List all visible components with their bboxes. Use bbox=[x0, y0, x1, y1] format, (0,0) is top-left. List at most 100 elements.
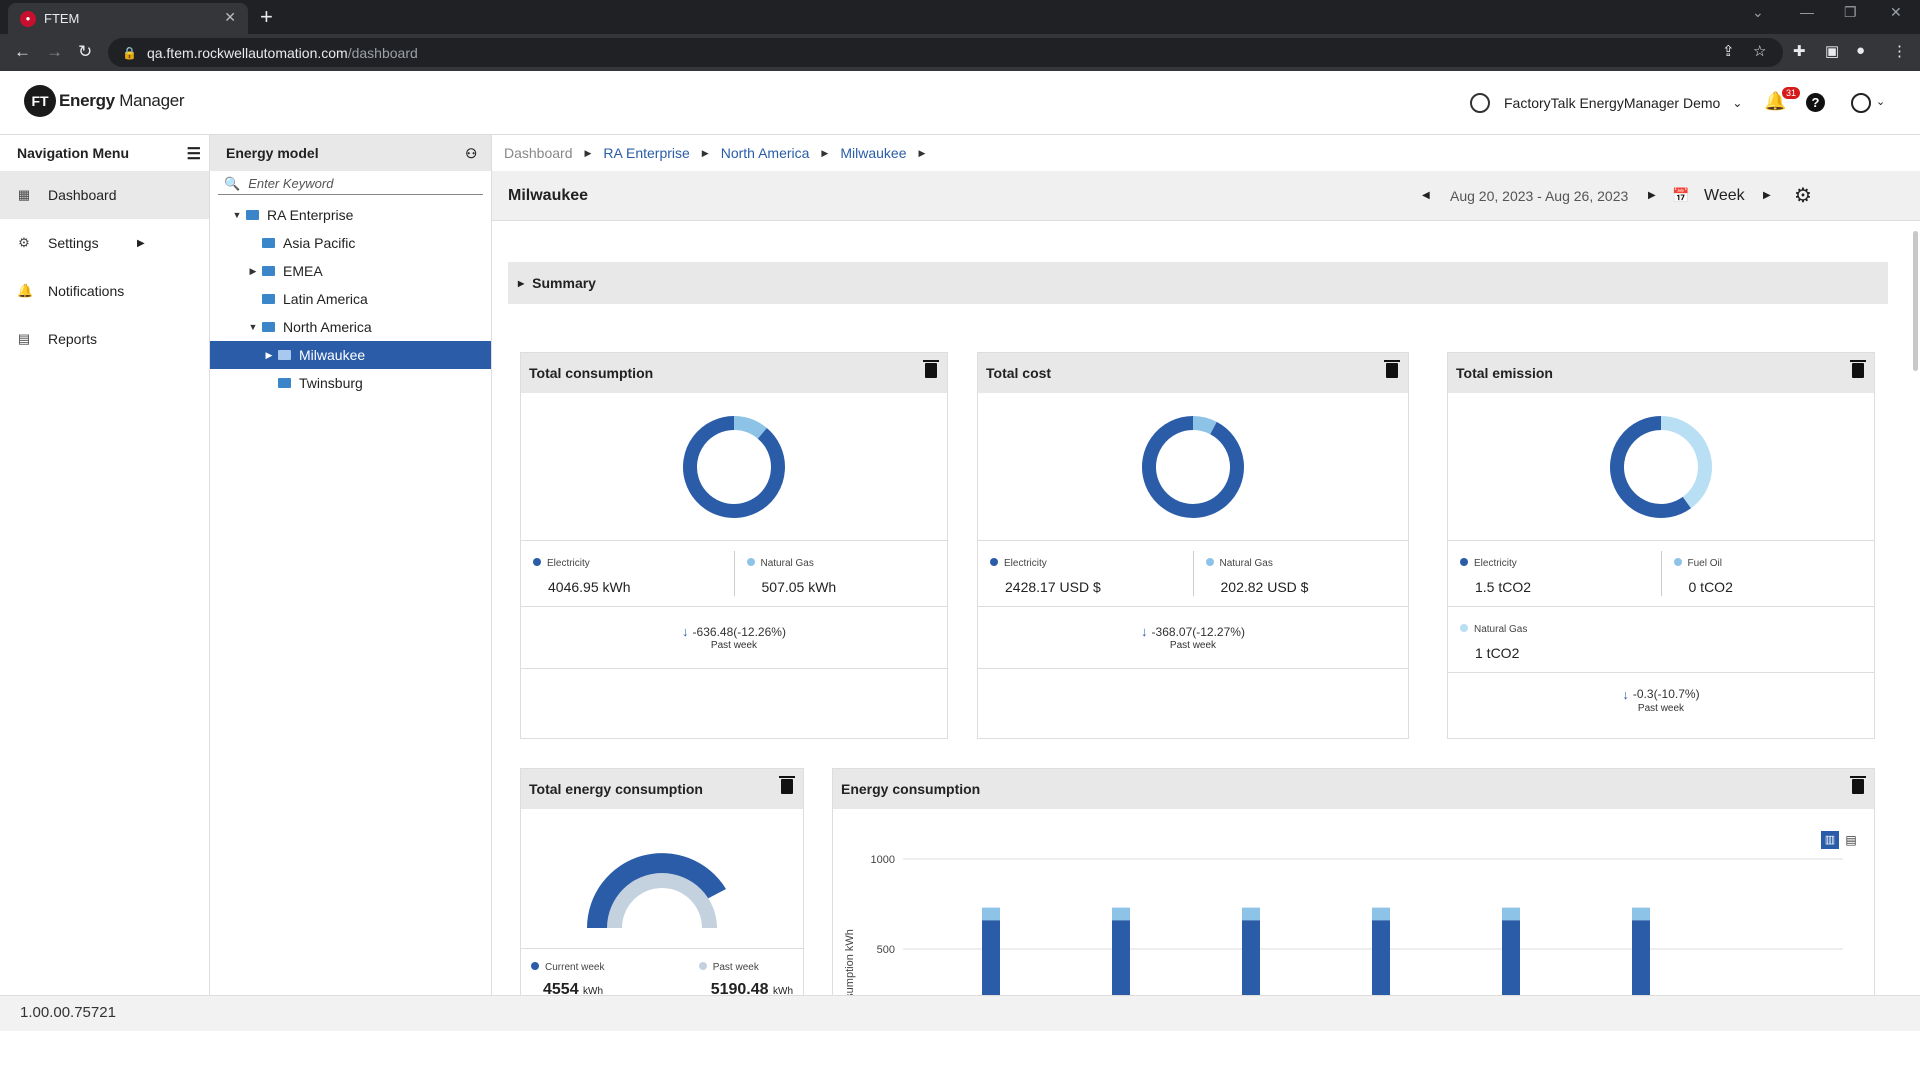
bar-chart-view-icon[interactable]: ▥ bbox=[1821, 831, 1839, 849]
past-value-unit: kWh bbox=[773, 986, 793, 997]
nav-item-reports[interactable]: ▤ Reports bbox=[0, 315, 209, 363]
search-input[interactable]: 🔍 Enter Keyword bbox=[218, 173, 483, 195]
tree-node-milwaukee[interactable]: ▶ Milwaukee bbox=[210, 341, 491, 369]
bar-segment[interactable] bbox=[982, 920, 1000, 998]
gauge-legend-current: Current week 4554 kWh bbox=[531, 957, 604, 999]
legend-value: 1.5 tCO2 bbox=[1475, 579, 1532, 595]
browser-tab[interactable]: ● FTEM ✕ bbox=[8, 3, 248, 34]
bar-segment[interactable] bbox=[1502, 907, 1520, 921]
legend-row: Natural Gas 1 tCO2 bbox=[1448, 607, 1874, 673]
tree-node-twinsburg[interactable]: Twinsburg bbox=[210, 369, 491, 397]
legend-name: Fuel Oil bbox=[1687, 558, 1722, 569]
expand-arrow-icon: ▶ bbox=[137, 237, 145, 249]
trash-icon[interactable] bbox=[923, 360, 939, 378]
browser-menu-icon[interactable]: ⋮ bbox=[1892, 43, 1907, 60]
side-panel-icon[interactable]: ▣ bbox=[1825, 43, 1840, 60]
legend-natural-gas: Natural Gas 1 tCO2 bbox=[1448, 607, 1874, 672]
breadcrumb-separator-icon[interactable]: ▶ bbox=[918, 147, 926, 158]
donut-slice-electricity[interactable] bbox=[1142, 415, 1244, 518]
next-period-icon[interactable]: ▶ bbox=[1648, 190, 1656, 201]
help-icon[interactable]: ? bbox=[1806, 93, 1825, 112]
bar-segment[interactable] bbox=[982, 907, 1000, 921]
bar-segment[interactable] bbox=[1372, 907, 1390, 921]
legend-dot bbox=[746, 558, 755, 566]
bar-segment[interactable] bbox=[1632, 920, 1650, 998]
close-tab-icon[interactable]: ✕ bbox=[224, 9, 236, 25]
legend-name: Electricity bbox=[1474, 558, 1517, 569]
user-account-icon[interactable] bbox=[1851, 93, 1871, 113]
delta-label: Past week bbox=[710, 640, 758, 651]
dashboard-settings-gear-icon[interactable]: ⚙ bbox=[1794, 185, 1812, 207]
nav-item-dashboard[interactable]: ▦ Dashboard bbox=[0, 171, 209, 219]
minimize-icon[interactable]: — bbox=[1800, 4, 1814, 20]
nav-item-notifications[interactable]: 🔔 Notifications bbox=[0, 267, 209, 315]
caret-right-icon[interactable]: ▶ bbox=[265, 349, 273, 360]
period-selector[interactable]: Week bbox=[1704, 186, 1745, 204]
donut-slice-electricity[interactable] bbox=[683, 415, 785, 518]
hamburger-menu-icon[interactable]: ☰ bbox=[186, 146, 201, 163]
user-menu-chevron-icon[interactable]: ⌄ bbox=[1876, 96, 1886, 108]
reload-icon[interactable]: ↻ bbox=[78, 42, 93, 61]
legend-electricity: Electricity 1.5 tCO2 bbox=[1448, 541, 1661, 606]
nav-item-settings[interactable]: ⚙ Settings ▶ bbox=[0, 219, 209, 267]
address-bar[interactable]: 🔒 qa.ftem.rockwellautomation.com/dashboa… bbox=[108, 38, 1783, 67]
bar-segment[interactable] bbox=[1372, 920, 1390, 998]
bar-segment[interactable] bbox=[1632, 907, 1650, 921]
back-icon[interactable]: ← bbox=[14, 42, 31, 61]
donut-slice-natural-gas[interactable] bbox=[1660, 415, 1712, 508]
bar-segment[interactable] bbox=[1502, 920, 1520, 998]
notifications-bell-icon[interactable]: 🔔 bbox=[1764, 91, 1787, 111]
donut-slice-natural-gas[interactable] bbox=[1192, 415, 1217, 434]
summary-section-toggle[interactable]: ▶ Summary bbox=[508, 262, 1888, 304]
restore-icon[interactable]: ❐ bbox=[1844, 4, 1857, 20]
page-title-bar: Milwaukee ◀ Aug 20, 2023 - Aug 26, 2023 … bbox=[492, 171, 1920, 221]
tree-node-ra-enterprise[interactable]: ▼ RA Enterprise bbox=[210, 201, 491, 229]
legend-name: Past week bbox=[712, 962, 759, 973]
bookmark-star-icon[interactable]: ☆ bbox=[1753, 43, 1767, 60]
hierarchy-icon[interactable]: ⚇ bbox=[465, 146, 477, 161]
legend-row: Electricity 4046.95 kWh Natural Gas 507.… bbox=[521, 541, 947, 607]
trash-icon[interactable] bbox=[1850, 776, 1866, 794]
trash-icon[interactable] bbox=[1384, 360, 1400, 378]
bar-segment[interactable] bbox=[1242, 920, 1260, 998]
date-range[interactable]: Aug 20, 2023 - Aug 26, 2023 bbox=[1450, 187, 1629, 204]
gauge-legend-past: Past week 5190.48 kWh bbox=[698, 957, 793, 999]
tab-search-icon[interactable]: ⌄ bbox=[1752, 4, 1764, 20]
caret-down-icon[interactable]: ▼ bbox=[248, 322, 258, 332]
tenant-selector[interactable]: FactoryTalk EnergyManager Demo ⌄ bbox=[1470, 93, 1742, 113]
folder-icon bbox=[262, 322, 275, 332]
current-week-arc bbox=[587, 853, 726, 928]
caret-right-icon[interactable]: ▶ bbox=[249, 265, 257, 276]
breadcrumb-north-america[interactable]: North America bbox=[720, 145, 810, 161]
tree-node-north-america[interactable]: ▼ North America bbox=[210, 313, 491, 341]
app-logo[interactable]: FT Energy Manager bbox=[24, 85, 185, 117]
bar-segment[interactable] bbox=[1242, 907, 1260, 921]
breadcrumb-dashboard[interactable]: Dashboard bbox=[504, 145, 573, 161]
trash-icon[interactable] bbox=[779, 776, 795, 794]
tree-node-label: Twinsburg bbox=[299, 375, 363, 391]
breadcrumb-ra-enterprise[interactable]: RA Enterprise bbox=[603, 145, 690, 161]
donut-slice-natural-gas[interactable] bbox=[733, 415, 767, 439]
new-tab-icon[interactable]: + bbox=[260, 4, 273, 29]
extensions-icon[interactable]: ✚ bbox=[1793, 43, 1806, 60]
forward-icon[interactable]: → bbox=[46, 42, 63, 61]
trash-icon[interactable] bbox=[1850, 360, 1866, 378]
donut-slice-electricity[interactable] bbox=[1610, 415, 1691, 518]
scrollbar[interactable] bbox=[1913, 231, 1918, 371]
table-view-icon[interactable]: ▤ bbox=[1845, 833, 1857, 847]
previous-period-icon[interactable]: ◀ bbox=[1422, 190, 1430, 201]
calendar-icon[interactable]: 📅 bbox=[1672, 187, 1690, 203]
period-next-icon[interactable]: ▶ bbox=[1763, 190, 1771, 201]
tree-node-asia-pacific[interactable]: Asia Pacific bbox=[210, 229, 491, 257]
bar-segment[interactable] bbox=[1112, 907, 1130, 921]
share-icon[interactable]: ⇪ bbox=[1722, 43, 1735, 60]
delta-comparison: ↓ -368.07(-12.27%) Past week bbox=[978, 607, 1408, 669]
caret-down-icon[interactable]: ▼ bbox=[232, 210, 242, 220]
window-close-icon[interactable]: ✕ bbox=[1890, 4, 1902, 20]
breadcrumb-milwaukee[interactable]: Milwaukee bbox=[840, 145, 907, 161]
tree-node-emea[interactable]: ▶ EMEA bbox=[210, 257, 491, 285]
profile-icon[interactable]: ● bbox=[1856, 42, 1866, 59]
tree-node-latin-america[interactable]: Latin America bbox=[210, 285, 491, 313]
bar-segment[interactable] bbox=[1112, 920, 1130, 998]
legend-dot bbox=[533, 558, 541, 566]
